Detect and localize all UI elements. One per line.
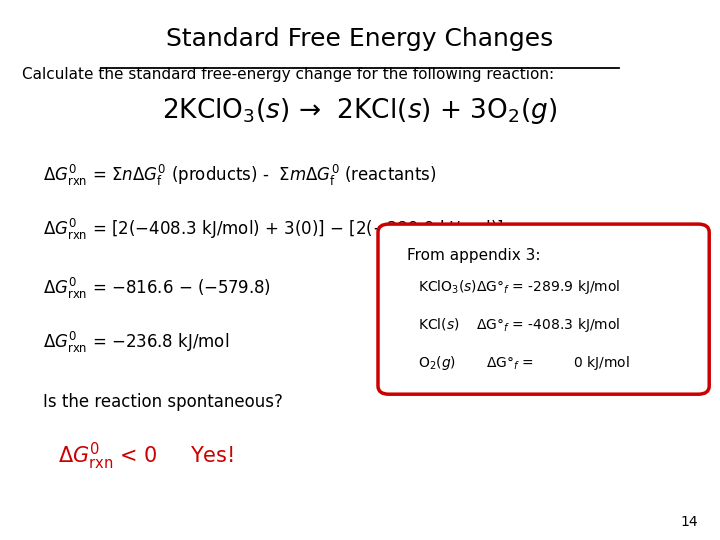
Text: From appendix 3:: From appendix 3:: [407, 248, 540, 264]
Text: 2KClO$_3$($s$) →  2KCl($s$) + 3O$_2$($g$): 2KClO$_3$($s$) → 2KCl($s$) + 3O$_2$($g$): [163, 96, 557, 126]
Text: $\Delta G^0_{\mathrm{rxn}}$ = $\Sigma n\Delta G^0_{\mathrm{f}}$ (products) -  $\: $\Delta G^0_{\mathrm{rxn}}$ = $\Sigma n\…: [43, 163, 437, 188]
Text: O$_2$($g$)       ΔG°$_f$ =         0 kJ/mol: O$_2$($g$) ΔG°$_f$ = 0 kJ/mol: [418, 354, 629, 372]
Text: Standard Free Energy Changes: Standard Free Energy Changes: [166, 27, 554, 51]
Text: $\Delta G^0_{\mathrm{rxn}}$ = −816.6 − (−579.8): $\Delta G^0_{\mathrm{rxn}}$ = −816.6 − (…: [43, 276, 271, 301]
Text: Calculate the standard free-energy change for the following reaction:: Calculate the standard free-energy chang…: [22, 68, 554, 83]
Text: Is the reaction spontaneous?: Is the reaction spontaneous?: [43, 393, 283, 411]
Text: $\Delta G^0_{\mathrm{rxn}}$ = −236.8 kJ/mol: $\Delta G^0_{\mathrm{rxn}}$ = −236.8 kJ/…: [43, 330, 230, 355]
Text: 14: 14: [681, 515, 698, 529]
Text: $\Delta G^0_{\mathrm{rxn}}$ < 0     Yes!: $\Delta G^0_{\mathrm{rxn}}$ < 0 Yes!: [58, 441, 233, 472]
FancyBboxPatch shape: [378, 224, 709, 394]
Text: $\Delta G^0_{\mathrm{rxn}}$ = [2(−408.3 kJ/mol) + 3(0)] − [2(−289.9 kJ/mol)]: $\Delta G^0_{\mathrm{rxn}}$ = [2(−408.3 …: [43, 217, 504, 242]
Text: KCl($s$)    ΔG°$_f$ = -408.3 kJ/mol: KCl($s$) ΔG°$_f$ = -408.3 kJ/mol: [418, 316, 620, 334]
Text: KClO$_3$($s$)ΔG°$_f$ = -289.9 kJ/mol: KClO$_3$($s$)ΔG°$_f$ = -289.9 kJ/mol: [418, 278, 620, 296]
